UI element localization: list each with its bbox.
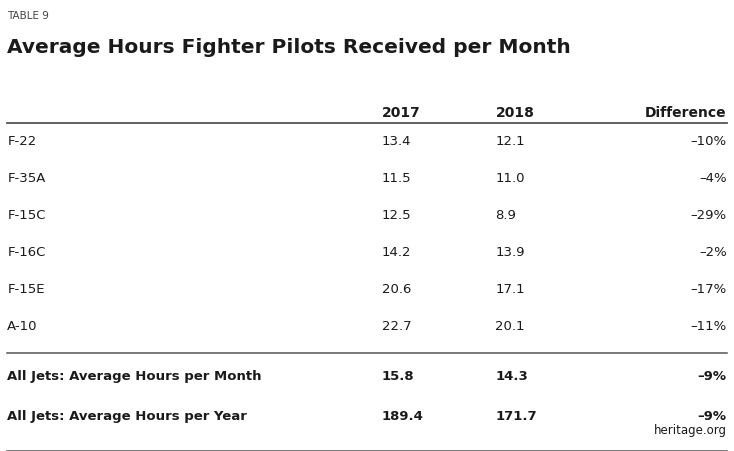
Text: All Jets: Average Hours per Year: All Jets: Average Hours per Year — [7, 410, 247, 423]
Text: 17.1: 17.1 — [495, 283, 525, 296]
Text: F-35A: F-35A — [7, 172, 46, 185]
Text: 15.8: 15.8 — [382, 370, 414, 383]
Text: –9%: –9% — [697, 410, 727, 423]
Text: –11%: –11% — [691, 320, 727, 333]
Text: 171.7: 171.7 — [495, 410, 537, 423]
Text: –4%: –4% — [699, 172, 727, 185]
Text: 22.7: 22.7 — [382, 320, 411, 333]
Text: –10%: –10% — [691, 135, 727, 148]
Text: –17%: –17% — [691, 283, 727, 296]
Text: 14.3: 14.3 — [495, 370, 528, 383]
Text: 20.1: 20.1 — [495, 320, 525, 333]
Text: A-10: A-10 — [7, 320, 38, 333]
Text: 8.9: 8.9 — [495, 209, 516, 222]
Text: 20.6: 20.6 — [382, 283, 411, 296]
Text: F-16C: F-16C — [7, 246, 46, 259]
Text: F-15E: F-15E — [7, 283, 45, 296]
Text: heritage.org: heritage.org — [654, 424, 727, 437]
Text: 13.4: 13.4 — [382, 135, 411, 148]
Text: All Jets: Average Hours per Month: All Jets: Average Hours per Month — [7, 370, 262, 383]
Text: 12.5: 12.5 — [382, 209, 411, 222]
Text: F-15C: F-15C — [7, 209, 46, 222]
Text: 12.1: 12.1 — [495, 135, 525, 148]
Text: 14.2: 14.2 — [382, 246, 411, 259]
Text: –2%: –2% — [699, 246, 727, 259]
Text: 2018: 2018 — [495, 106, 534, 120]
Text: –29%: –29% — [691, 209, 727, 222]
Text: Average Hours Fighter Pilots Received per Month: Average Hours Fighter Pilots Received pe… — [7, 38, 571, 57]
Text: 189.4: 189.4 — [382, 410, 424, 423]
Text: –9%: –9% — [697, 370, 727, 383]
Text: F-22: F-22 — [7, 135, 37, 148]
Text: 2017: 2017 — [382, 106, 421, 120]
Text: TABLE 9: TABLE 9 — [7, 11, 49, 21]
Text: Difference: Difference — [645, 106, 727, 120]
Text: 11.5: 11.5 — [382, 172, 411, 185]
Text: 13.9: 13.9 — [495, 246, 525, 259]
Text: 11.0: 11.0 — [495, 172, 525, 185]
